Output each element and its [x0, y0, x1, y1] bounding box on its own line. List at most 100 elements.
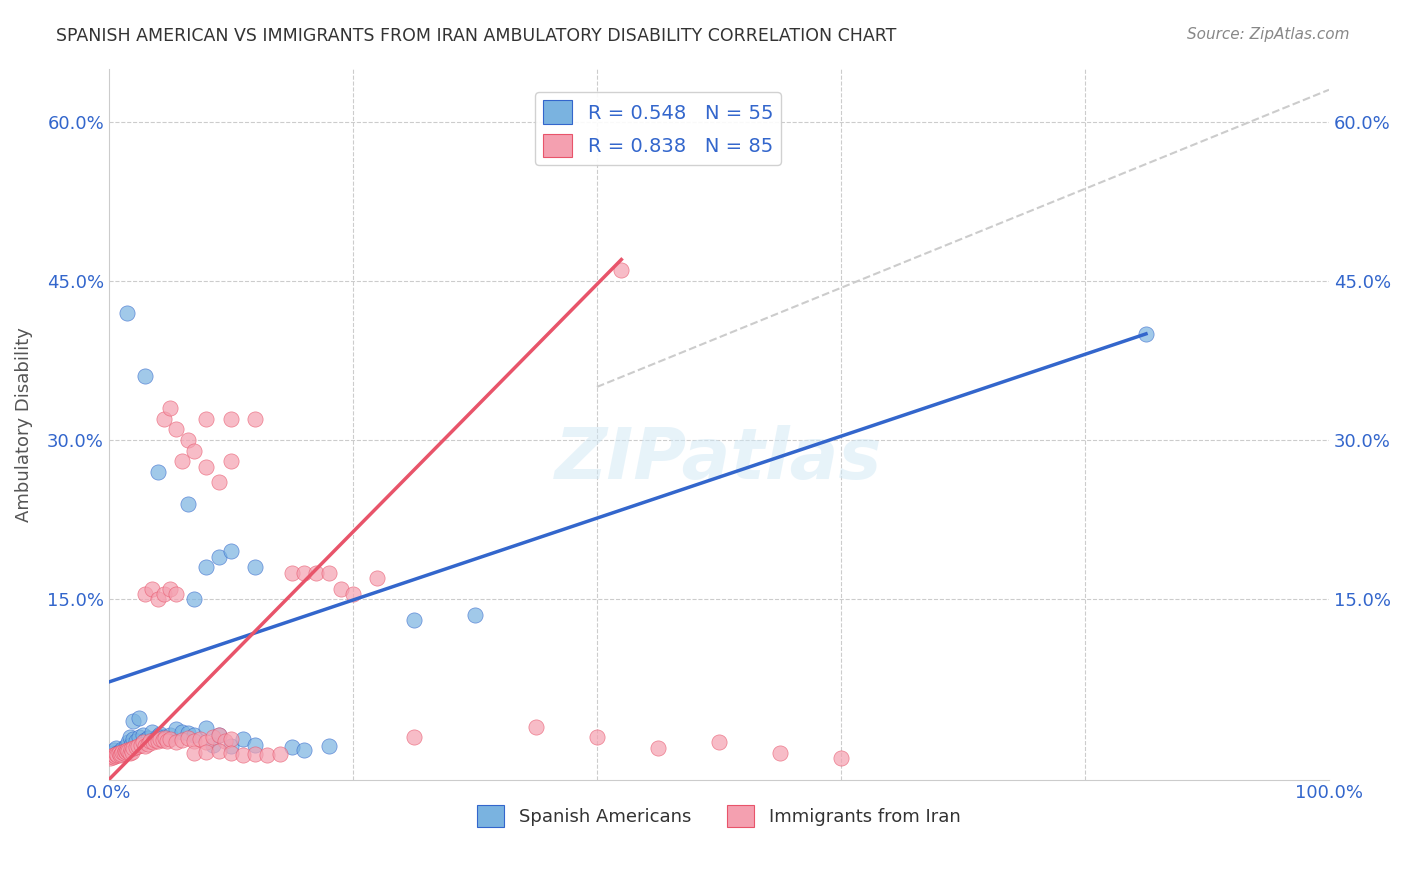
Point [177, 731, 200, 746]
Point [177, 497, 200, 511]
Point [107, 746, 129, 760]
Point [586, 730, 609, 744]
Point [183, 734, 205, 748]
Point [98, 751, 121, 765]
Point [108, 747, 131, 761]
Point [219, 544, 242, 558]
Point [115, 743, 138, 757]
Text: ZIPatlas: ZIPatlas [555, 425, 883, 494]
Point [195, 721, 218, 735]
Point [195, 560, 218, 574]
Point [177, 726, 200, 740]
Point [219, 454, 242, 468]
Point [707, 735, 730, 749]
Point [219, 746, 242, 760]
Point [146, 729, 169, 743]
Point [152, 730, 174, 744]
Point [292, 566, 315, 580]
Point [125, 734, 148, 748]
Point [172, 454, 194, 468]
Point [118, 746, 141, 760]
Point [152, 733, 174, 747]
Point [402, 730, 425, 744]
Point [128, 730, 150, 744]
Point [292, 743, 315, 757]
Point [103, 743, 125, 757]
Point [269, 747, 291, 761]
Point [139, 734, 162, 748]
Point [115, 745, 138, 759]
Point [281, 566, 304, 580]
Point [1135, 326, 1157, 341]
Point [134, 369, 156, 384]
Y-axis label: Ambulatory Disability: Ambulatory Disability [15, 326, 32, 522]
Point [146, 592, 169, 607]
Point [128, 711, 150, 725]
Point [108, 748, 131, 763]
Point [183, 746, 205, 760]
Point [107, 746, 129, 760]
Point [647, 740, 669, 755]
Point [152, 411, 174, 425]
Point [245, 738, 267, 752]
Point [195, 459, 218, 474]
Point [159, 401, 181, 416]
Point [120, 741, 142, 756]
Point [232, 748, 254, 763]
Point [159, 728, 181, 742]
Legend: Spanish Americans, Immigrants from Iran: Spanish Americans, Immigrants from Iran [470, 798, 967, 835]
Point [177, 433, 200, 447]
Point [195, 745, 218, 759]
Point [110, 744, 132, 758]
Point [143, 732, 166, 747]
Point [245, 560, 267, 574]
Point [111, 741, 134, 756]
Point [208, 728, 231, 742]
Text: Source: ZipAtlas.com: Source: ZipAtlas.com [1187, 27, 1350, 42]
Point [112, 745, 135, 759]
Point [107, 745, 129, 759]
Point [342, 587, 364, 601]
Point [153, 731, 176, 746]
Point [165, 735, 187, 749]
Point [115, 305, 138, 319]
Point [149, 732, 172, 747]
Point [120, 738, 142, 752]
Point [141, 724, 163, 739]
Point [165, 722, 187, 736]
Point [127, 739, 149, 753]
Point [121, 745, 143, 759]
Point [142, 735, 165, 749]
Point [114, 744, 136, 758]
Point [146, 465, 169, 479]
Point [129, 738, 152, 752]
Point [208, 475, 231, 490]
Point [122, 714, 145, 729]
Point [112, 746, 135, 760]
Point [208, 744, 231, 758]
Point [125, 739, 148, 754]
Point [132, 728, 155, 742]
Point [117, 735, 139, 749]
Point [305, 566, 328, 580]
Point [110, 747, 132, 761]
Point [201, 730, 224, 744]
Point [134, 739, 156, 753]
Point [195, 735, 218, 749]
Point [183, 592, 205, 607]
Point [111, 745, 134, 759]
Point [115, 739, 138, 753]
Point [232, 732, 254, 747]
Point [159, 732, 181, 747]
Point [146, 734, 169, 748]
Point [183, 443, 205, 458]
Point [183, 728, 205, 742]
Point [219, 732, 242, 747]
Point [190, 732, 212, 747]
Point [122, 732, 145, 747]
Point [134, 733, 156, 747]
Point [402, 614, 425, 628]
Point [281, 739, 304, 754]
Point [214, 734, 236, 748]
Point [104, 749, 127, 764]
